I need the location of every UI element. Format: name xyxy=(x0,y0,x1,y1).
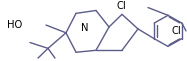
Text: N: N xyxy=(81,23,89,33)
Text: Cl: Cl xyxy=(171,26,181,36)
Text: Cl: Cl xyxy=(117,1,127,11)
Text: HO: HO xyxy=(7,20,22,30)
